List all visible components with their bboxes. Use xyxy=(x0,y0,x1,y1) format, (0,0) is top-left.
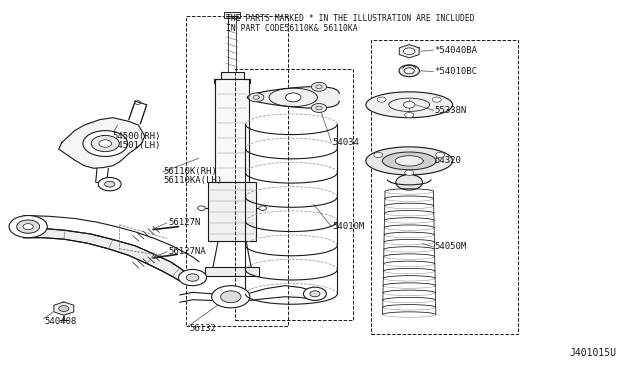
Circle shape xyxy=(285,93,301,102)
Polygon shape xyxy=(24,228,196,285)
Circle shape xyxy=(377,97,386,102)
Bar xyxy=(225,13,240,18)
Circle shape xyxy=(221,291,241,303)
Text: 56127N: 56127N xyxy=(168,218,200,227)
Circle shape xyxy=(212,286,250,308)
Text: 56127NA: 56127NA xyxy=(168,247,206,256)
Text: 54010M: 54010M xyxy=(333,222,365,231)
Circle shape xyxy=(403,102,415,108)
Circle shape xyxy=(374,153,383,158)
Circle shape xyxy=(259,206,266,211)
Circle shape xyxy=(17,220,40,233)
Text: *54040BA: *54040BA xyxy=(435,46,477,55)
Bar xyxy=(186,16,288,326)
Circle shape xyxy=(83,131,127,157)
Circle shape xyxy=(179,269,207,286)
Bar xyxy=(216,79,248,182)
Circle shape xyxy=(311,82,326,91)
Polygon shape xyxy=(54,302,74,315)
Bar xyxy=(236,68,353,320)
Circle shape xyxy=(404,68,414,74)
Polygon shape xyxy=(383,152,436,170)
Text: 56110K(RH): 56110K(RH) xyxy=(164,167,218,176)
Text: 54034: 54034 xyxy=(333,138,360,147)
Bar xyxy=(208,182,256,241)
Polygon shape xyxy=(208,182,256,241)
Circle shape xyxy=(436,153,445,158)
Circle shape xyxy=(186,274,199,281)
Circle shape xyxy=(198,206,205,211)
Circle shape xyxy=(404,112,413,118)
Circle shape xyxy=(23,224,33,230)
Text: 54050M: 54050M xyxy=(435,243,467,251)
Text: THE PARTS MARKED * IN THE ILLUSTRATION ARE INCLUDED: THE PARTS MARKED * IN THE ILLUSTRATION A… xyxy=(226,14,474,23)
Circle shape xyxy=(403,48,415,55)
Polygon shape xyxy=(366,92,452,118)
Circle shape xyxy=(248,93,264,102)
Text: 55338N: 55338N xyxy=(435,106,467,115)
Bar xyxy=(371,40,518,334)
Circle shape xyxy=(92,135,119,152)
Polygon shape xyxy=(248,87,339,108)
Text: 54501(LH): 54501(LH) xyxy=(113,141,161,150)
Text: 54320: 54320 xyxy=(435,155,461,165)
Circle shape xyxy=(303,287,326,301)
Circle shape xyxy=(311,103,326,112)
Circle shape xyxy=(396,174,422,190)
Text: *54010BC: *54010BC xyxy=(435,67,477,76)
Polygon shape xyxy=(59,118,145,168)
Text: 56110KA(LH): 56110KA(LH) xyxy=(164,176,223,185)
Circle shape xyxy=(104,181,115,187)
Bar xyxy=(221,71,244,79)
Circle shape xyxy=(59,306,69,311)
Polygon shape xyxy=(366,147,452,175)
Bar xyxy=(205,267,259,276)
Circle shape xyxy=(9,215,47,238)
Text: IN PART CODE56110K& 56110KA: IN PART CODE56110K& 56110KA xyxy=(226,23,357,32)
Polygon shape xyxy=(399,45,419,58)
Circle shape xyxy=(99,177,121,191)
Circle shape xyxy=(433,97,441,102)
Circle shape xyxy=(404,170,413,175)
Circle shape xyxy=(310,291,320,297)
Text: 540408: 540408 xyxy=(45,317,77,326)
Circle shape xyxy=(99,140,111,147)
Circle shape xyxy=(399,65,419,77)
Text: 54500(RH): 54500(RH) xyxy=(113,132,161,141)
Text: J401015U: J401015U xyxy=(570,348,616,358)
Text: 56132: 56132 xyxy=(189,324,216,333)
Polygon shape xyxy=(395,156,423,166)
